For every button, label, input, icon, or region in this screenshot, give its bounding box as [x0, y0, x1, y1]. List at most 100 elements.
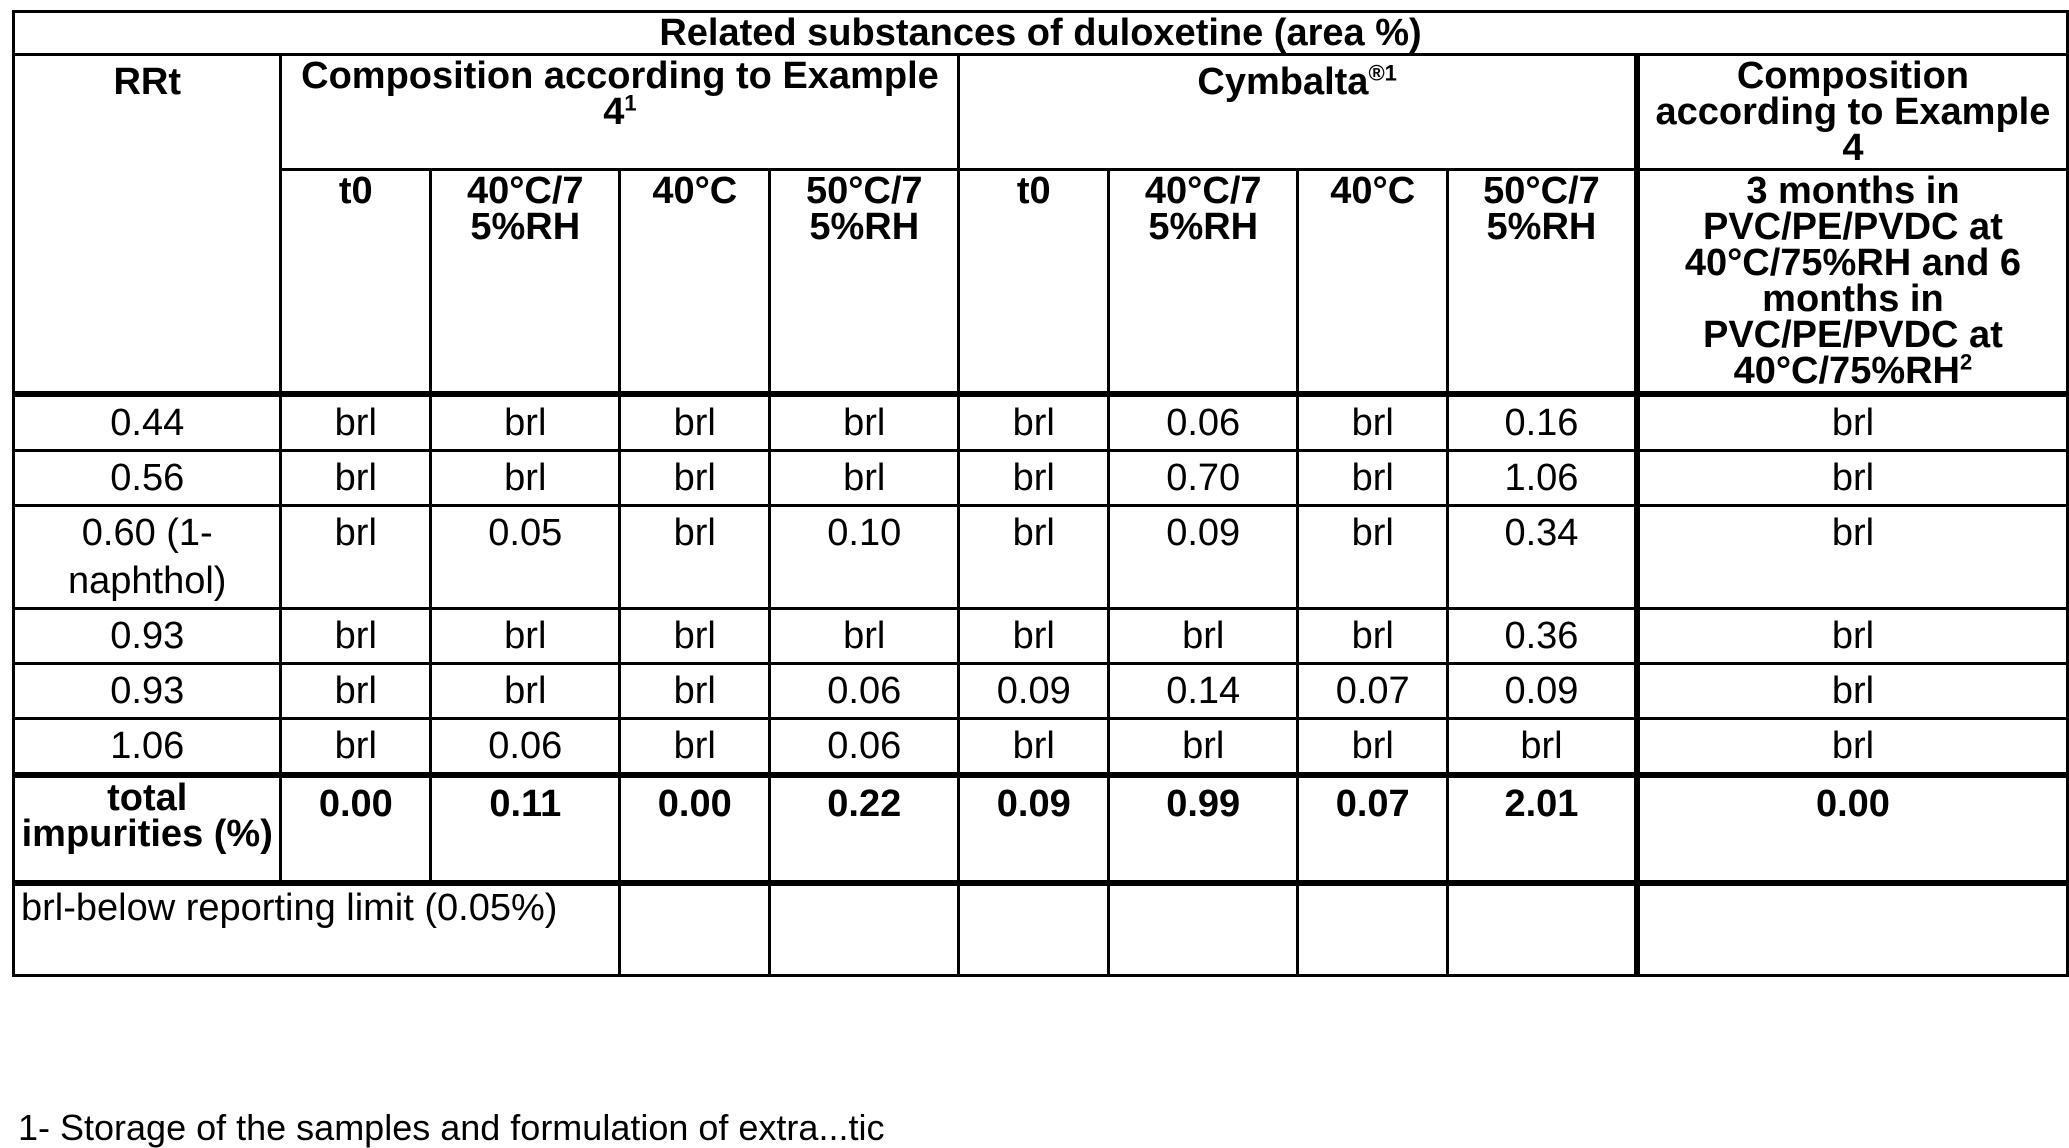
value-cell: 0.06	[1109, 394, 1298, 451]
table-row: 0.93brlbrlbrlbrlbrlbrlbrl0.36brl	[14, 609, 2068, 664]
value-cell: brl	[1298, 394, 1448, 451]
rrt-cell: 0.56	[14, 451, 281, 506]
total-label: total impurities (%)	[14, 775, 281, 883]
total-cell: 0.11	[431, 775, 620, 883]
table-row: 0.60 (1-naphthol)brl0.05brl0.10brl0.09br…	[14, 506, 2068, 609]
value-cell: brl	[620, 609, 770, 664]
total-cell: 0.07	[1298, 775, 1448, 883]
value-cell: 1.06	[1448, 451, 1637, 506]
footnote: 1- Storage of the samples and formulatio…	[18, 1108, 884, 1148]
header-sub-7: 50°C/7 5%RH	[1448, 170, 1637, 395]
total-cell: 0.99	[1109, 775, 1298, 883]
value-cell: brl	[1637, 394, 2068, 451]
value-cell: brl	[1298, 451, 1448, 506]
value-cell: brl	[431, 664, 620, 719]
header-group-example4: Composition according to Example 41	[281, 55, 959, 170]
note-empty-cell	[770, 883, 959, 975]
value-cell: brl	[770, 451, 959, 506]
header-group-example4-sup: 1	[624, 90, 636, 115]
header-group-cymbalta-sup: ®1	[1368, 60, 1396, 85]
value-cell: brl	[620, 664, 770, 719]
value-cell: brl	[959, 719, 1109, 776]
value-cell: brl	[620, 719, 770, 776]
value-cell: brl	[281, 719, 431, 776]
value-cell: 0.09	[959, 664, 1109, 719]
value-cell: brl	[1109, 719, 1298, 776]
value-cell: brl	[959, 451, 1109, 506]
value-cell: brl	[1637, 719, 2068, 776]
table-title: Related substances of duloxetine (area %…	[14, 12, 2068, 55]
value-cell: brl	[1637, 451, 2068, 506]
value-cell: brl	[1109, 609, 1298, 664]
related-substances-table: Related substances of duloxetine (area %…	[12, 10, 2069, 977]
note-empty-cell	[1298, 883, 1448, 975]
header-group-example4-storage: Composition according to Example 4	[1637, 55, 2068, 170]
header-sub-storage-sup: 2	[1960, 349, 1972, 374]
value-cell: 0.07	[1298, 664, 1448, 719]
value-cell: brl	[770, 394, 959, 451]
value-cell: 0.06	[770, 719, 959, 776]
value-cell: 0.16	[1448, 394, 1637, 451]
value-cell: 0.36	[1448, 609, 1637, 664]
note-brl: brl-below reporting limit (0.05%)	[14, 883, 620, 975]
value-cell: brl	[281, 394, 431, 451]
data-rows: 0.44brlbrlbrlbrlbrl0.06brl0.16brl0.56brl…	[14, 394, 2068, 775]
value-cell: brl	[281, 451, 431, 506]
header-group-example4-label: Composition according to Example 4	[301, 55, 939, 133]
header-sub-6: 40°C	[1298, 170, 1448, 395]
value-cell: brl	[281, 609, 431, 664]
table-row: 0.56brlbrlbrlbrlbrl0.70brl1.06brl	[14, 451, 2068, 506]
header-group-cymbalta-label: Cymbalta	[1197, 61, 1368, 103]
value-cell: brl	[1637, 609, 2068, 664]
value-cell: 0.34	[1448, 506, 1637, 609]
header-sub-5: 40°C/7 5%RH	[1109, 170, 1298, 395]
note-empty-cell	[959, 883, 1109, 975]
table-row: 0.44brlbrlbrlbrlbrl0.06brl0.16brl	[14, 394, 2068, 451]
total-cell: 0.00	[1637, 775, 2068, 883]
total-cell: 2.01	[1448, 775, 1637, 883]
rrt-cell: 0.60 (1-naphthol)	[14, 506, 281, 609]
header-sub-storage: 3 months in PVC/PE/PVDC at 40°C/75%RH an…	[1637, 170, 2068, 395]
header-rrt: RRt	[14, 55, 281, 395]
total-cell: 0.00	[620, 775, 770, 883]
header-sub-3: 50°C/7 5%RH	[770, 170, 959, 395]
value-cell: brl	[1298, 506, 1448, 609]
value-cell: brl	[620, 394, 770, 451]
value-cell: brl	[1637, 664, 2068, 719]
value-cell: 0.10	[770, 506, 959, 609]
value-cell: brl	[1298, 609, 1448, 664]
value-cell: 0.70	[1109, 451, 1298, 506]
value-cell: brl	[959, 394, 1109, 451]
value-cell: 0.09	[1109, 506, 1298, 609]
value-cell: 0.09	[1448, 664, 1637, 719]
header-sub-2: 40°C	[620, 170, 770, 395]
note-empty-cell	[620, 883, 770, 975]
total-cell: 0.00	[281, 775, 431, 883]
rrt-cell: 0.93	[14, 609, 281, 664]
value-cell: brl	[1298, 719, 1448, 776]
value-cell: brl	[1448, 719, 1637, 776]
note-empty-cell	[1637, 883, 2068, 975]
value-cell: brl	[959, 609, 1109, 664]
rrt-cell: 1.06	[14, 719, 281, 776]
value-cell: 0.06	[770, 664, 959, 719]
value-cell: brl	[1637, 506, 2068, 609]
value-cell: 0.06	[431, 719, 620, 776]
header-group-cymbalta: Cymbalta®1	[959, 55, 1637, 170]
table-row: 1.06brl0.06brl0.06brlbrlbrlbrlbrl	[14, 719, 2068, 776]
value-cell: brl	[620, 451, 770, 506]
value-cell: brl	[281, 506, 431, 609]
note-empty-cell	[1448, 883, 1637, 975]
rrt-cell: 0.44	[14, 394, 281, 451]
value-cell: brl	[431, 394, 620, 451]
value-cell: brl	[959, 506, 1109, 609]
table-row: 0.93brlbrlbrl0.060.090.140.070.09brl	[14, 664, 2068, 719]
value-cell: brl	[770, 609, 959, 664]
header-sub-4: t0	[959, 170, 1109, 395]
value-cell: brl	[431, 609, 620, 664]
header-sub-0: t0	[281, 170, 431, 395]
data-table-wrapper: Related substances of duloxetine (area %…	[12, 10, 2069, 977]
value-cell: 0.14	[1109, 664, 1298, 719]
rrt-cell: 0.93	[14, 664, 281, 719]
value-cell: 0.05	[431, 506, 620, 609]
